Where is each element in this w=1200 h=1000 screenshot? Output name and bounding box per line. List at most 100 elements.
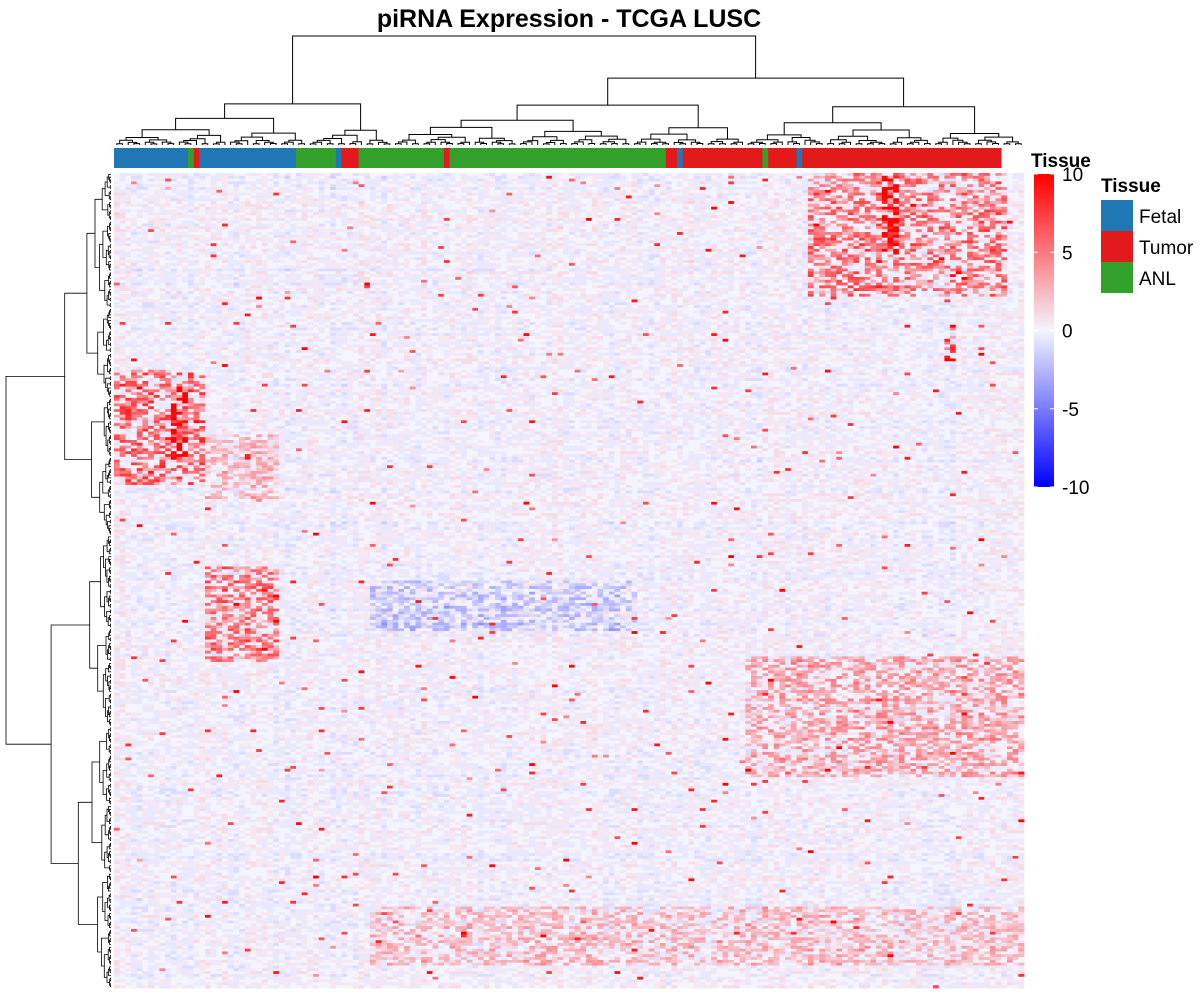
heatmap-cell: [649, 252, 661, 255]
heatmap-cell: [865, 210, 871, 213]
heatmap-cell: [643, 204, 649, 207]
heatmap-cell: [268, 198, 274, 201]
heatmap-cell: [802, 240, 814, 243]
heatmap-cell: [160, 176, 166, 179]
heatmap-cell: [802, 263, 808, 266]
heatmap-cell: [541, 221, 547, 224]
heatmap-cell: [779, 212, 785, 215]
heatmap-cell: [1018, 243, 1024, 246]
heatmap-cell: [256, 210, 262, 213]
heatmap-cell: [922, 238, 928, 241]
heatmap-cell: [592, 260, 609, 263]
heatmap-cell: [893, 255, 905, 258]
heatmap-cell: [956, 240, 962, 243]
heatmap-cell: [569, 271, 575, 274]
heatmap-cell: [711, 263, 717, 266]
heatmap-cell: [967, 207, 973, 210]
heatmap-cell: [586, 249, 598, 252]
heatmap-cell: [222, 184, 228, 187]
heatmap-cell: [347, 215, 359, 218]
heatmap-cell: [330, 181, 336, 184]
heatmap-cell: [751, 215, 757, 218]
heatmap-cell: [649, 204, 655, 207]
dendrogram-branch: [92, 422, 105, 497]
heatmap-cell: [529, 198, 535, 201]
heatmap-cell: [222, 252, 228, 255]
heatmap-cell: [586, 210, 592, 213]
heatmap-cell: [717, 260, 723, 263]
heatmap-cell: [302, 173, 319, 176]
heatmap-cell: [979, 215, 985, 218]
heatmap-cell: [120, 226, 126, 229]
heatmap-cell: [552, 263, 558, 266]
heatmap-cell: [683, 271, 689, 274]
heatmap-cell: [888, 246, 894, 249]
dendrogram-branch: [110, 377, 111, 380]
heatmap-cell: [922, 249, 928, 252]
heatmap-cell: [597, 184, 603, 187]
heatmap-cell: [688, 190, 717, 193]
heatmap-cell: [165, 235, 177, 238]
dendrogram-branch: [134, 144, 140, 145]
heatmap-cell: [893, 249, 899, 252]
heatmap-cell: [131, 235, 137, 238]
heatmap-cell: [154, 221, 171, 224]
heatmap-cell: [683, 235, 689, 238]
heatmap-cell: [700, 224, 706, 227]
heatmap-cell: [597, 232, 609, 235]
heatmap-cell: [597, 221, 620, 224]
heatmap-cell: [774, 226, 786, 229]
heatmap-cell: [973, 176, 979, 179]
heatmap-cell: [643, 269, 649, 272]
heatmap-cell: [347, 181, 353, 184]
heatmap-cell: [859, 255, 865, 258]
heatmap-cell: [302, 218, 308, 221]
heatmap-cell: [336, 207, 342, 210]
heatmap-cell: [859, 184, 865, 187]
heatmap-cell: [956, 221, 962, 224]
heatmap-cell: [279, 173, 285, 176]
heatmap-cell: [211, 218, 217, 221]
heatmap-cell: [137, 255, 143, 258]
heatmap-cell: [825, 176, 831, 179]
heatmap-cell: [290, 190, 296, 193]
heatmap-cell: [199, 207, 205, 210]
annotation-segment: [194, 148, 200, 168]
heatmap-cell: [933, 218, 939, 221]
heatmap-cell: [637, 215, 649, 218]
heatmap-cell: [950, 232, 956, 235]
heatmap-cell: [484, 190, 490, 193]
heatmap-cell: [199, 274, 205, 277]
heatmap-cell: [853, 173, 859, 176]
heatmap-cell: [211, 193, 217, 196]
heatmap-cell: [916, 229, 922, 232]
heatmap-cell: [313, 235, 342, 238]
heatmap-cell: [643, 274, 655, 277]
heatmap-cell: [677, 173, 683, 176]
heatmap-cell: [160, 246, 172, 249]
heatmap-cell: [194, 238, 200, 241]
heatmap-cell: [723, 257, 729, 260]
heatmap-cell: [842, 184, 854, 187]
heatmap-cell: [637, 201, 643, 204]
heatmap-cell: [359, 179, 365, 182]
heatmap-cell: [979, 212, 985, 215]
heatmap-cell: [831, 235, 837, 238]
heatmap-cell: [359, 195, 371, 198]
heatmap-cell: [814, 212, 820, 215]
dendrogram-branch: [839, 144, 845, 145]
heatmap-cell: [706, 198, 712, 201]
heatmap-cell: [529, 215, 535, 218]
heatmap-cell: [649, 210, 655, 213]
heatmap-cell: [683, 263, 689, 266]
heatmap-cell: [893, 215, 899, 218]
heatmap-cell: [757, 215, 763, 218]
heatmap-cell: [330, 210, 336, 213]
dendrogram-branch: [98, 332, 104, 374]
heatmap-cell: [404, 246, 410, 249]
heatmap-cell: [905, 210, 911, 213]
heatmap-cell: [706, 266, 712, 269]
heatmap-cell: [865, 221, 871, 224]
heatmap-cell: [836, 215, 848, 218]
heatmap-cell: [478, 190, 484, 193]
